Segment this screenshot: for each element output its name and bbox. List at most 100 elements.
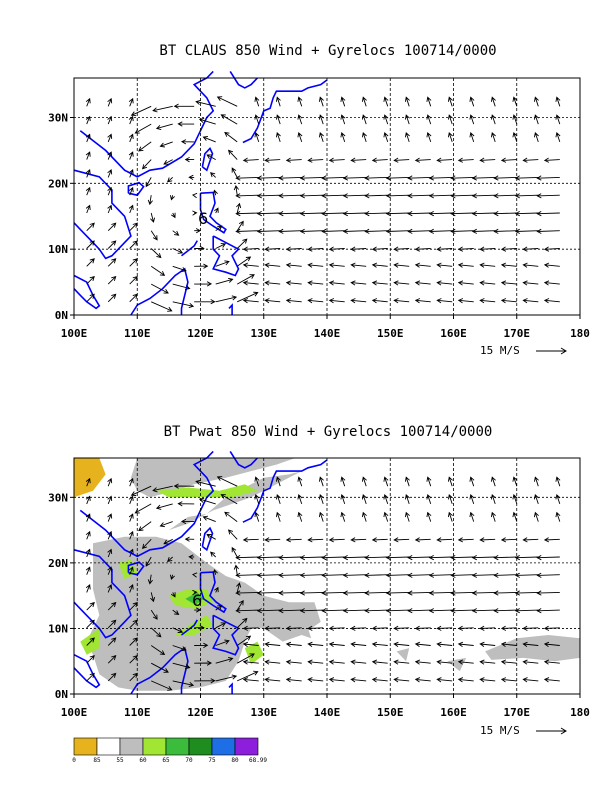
- wind-vector: [321, 555, 345, 561]
- wind-vector: [278, 608, 302, 614]
- wind-vector: [285, 625, 302, 631]
- wind-vector: [407, 193, 431, 199]
- pwat-fill-region-11: [301, 628, 312, 639]
- wind-vector: [536, 572, 560, 578]
- wind-vector: [297, 476, 303, 487]
- wind-vector: [235, 608, 259, 614]
- pwat-fill-region-12: [396, 648, 410, 662]
- wind-vector: [129, 240, 138, 249]
- colorbar-swatch-4: [165, 737, 190, 756]
- wind-vector: [543, 298, 560, 304]
- wind-vector: [254, 511, 260, 522]
- wind-vector: [543, 262, 560, 268]
- wind-vector: [385, 608, 410, 614]
- wind-vector: [150, 248, 162, 259]
- wind-vector: [172, 301, 195, 309]
- wind-vector: [428, 228, 453, 234]
- coastline-segment-1: [73, 274, 101, 310]
- wind-vector: [215, 277, 234, 285]
- wind-vector: [536, 555, 560, 561]
- wind-vector: [340, 494, 346, 505]
- x-tick-label: 170E: [504, 706, 531, 719]
- wind-vector: [172, 230, 180, 236]
- wind-vector: [555, 476, 561, 487]
- wind-vector: [150, 645, 166, 656]
- wind-vector: [340, 96, 346, 107]
- wind-vector: [490, 132, 496, 143]
- wind-vector: [307, 280, 324, 286]
- wind-vector: [404, 114, 410, 125]
- x-tick-label: 110E: [124, 327, 151, 340]
- colorbar-swatch-7: [234, 737, 259, 756]
- wind-vector: [414, 537, 431, 543]
- x-tick-label: 120E: [187, 706, 214, 719]
- wind-vector: [490, 114, 496, 125]
- x-tick-label: 140E: [314, 706, 341, 719]
- x-tick-label: 160E: [440, 706, 467, 719]
- wind-vector: [167, 177, 173, 183]
- wind-vector: [340, 114, 346, 125]
- wind-vector: [471, 228, 496, 234]
- wind-vector: [237, 670, 259, 682]
- wind-vector: [436, 262, 453, 268]
- wind-vector: [297, 96, 303, 107]
- wind-vector: [414, 298, 431, 304]
- wind-vector: [328, 298, 345, 304]
- wind-vector: [350, 298, 367, 304]
- wind-vector: [493, 590, 517, 596]
- wind-vector: [500, 641, 517, 647]
- wind-vector: [493, 572, 517, 578]
- wind-vector: [328, 677, 345, 683]
- wind-vector: [231, 167, 238, 178]
- wind-vector: [350, 157, 367, 163]
- wind-vector: [299, 211, 324, 217]
- wind-vector: [350, 659, 367, 665]
- wind-vector: [318, 132, 324, 143]
- wind-vector: [536, 228, 560, 234]
- wind-vector: [371, 641, 388, 647]
- wind-vector: [107, 477, 113, 487]
- wind-vector: [85, 584, 91, 593]
- wind-vector: [278, 555, 302, 561]
- wind-vector: [407, 572, 431, 578]
- wind-vector: [457, 246, 474, 252]
- wind-vector: [428, 555, 453, 561]
- wind-vector: [278, 228, 302, 234]
- wind-vector: [299, 228, 324, 234]
- wind-vector: [555, 511, 561, 522]
- coastline-segment-5: [199, 571, 227, 614]
- wind-vector: [150, 265, 166, 276]
- colorbar-label: 0: [72, 757, 76, 764]
- wind-vector: [128, 204, 134, 214]
- wind-vector: [522, 157, 539, 163]
- wind-vector: [128, 133, 134, 143]
- wind-vector: [340, 476, 346, 487]
- wind-vector: [393, 280, 410, 286]
- wind-vector: [543, 659, 560, 665]
- wind-vector: [471, 211, 496, 217]
- coastline-segment-2: [79, 450, 215, 558]
- wind-vector: [235, 572, 259, 578]
- wind-vector: [404, 476, 410, 487]
- wind-vector: [152, 105, 173, 113]
- wind-vector: [383, 132, 389, 143]
- wind-vector: [147, 574, 153, 585]
- wind-vector: [236, 256, 252, 267]
- wind-vector: [364, 555, 388, 561]
- wind-vector: [194, 263, 209, 269]
- wind-vector: [328, 641, 345, 647]
- wind-vector: [285, 262, 302, 268]
- wind-vector: [321, 608, 345, 614]
- wind-vector: [383, 511, 389, 522]
- chart-2-title: BT Pwat 850 Wind + Gyrelocs 100714/0000: [164, 424, 493, 440]
- wind-vector: [215, 225, 223, 232]
- wind-vector: [85, 97, 91, 107]
- y-tick-label: 20N: [48, 557, 68, 570]
- wind-vector: [447, 476, 453, 487]
- wind-vector: [85, 169, 91, 178]
- wind-vector: [522, 280, 539, 286]
- wind-vector: [264, 157, 281, 163]
- wind-vector: [107, 495, 113, 505]
- pwat-fill-region-5: [80, 628, 100, 655]
- coastline-segment-11: [228, 682, 233, 694]
